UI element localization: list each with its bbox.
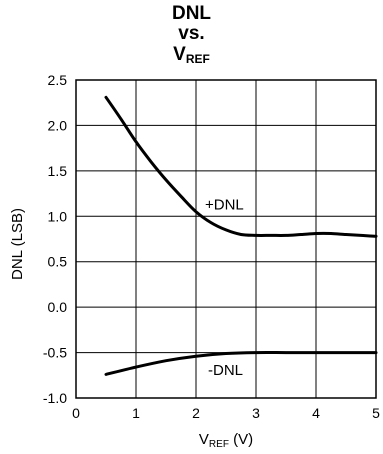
x-tick-labels: 0 1 2 3 4 5 bbox=[72, 405, 380, 421]
y-tick-label: 0.0 bbox=[48, 299, 68, 315]
plus-dnl-label: +DNL bbox=[205, 196, 244, 213]
x-tick-label: 4 bbox=[312, 405, 320, 421]
x-axis-label: VREF (V) bbox=[199, 431, 253, 450]
x-tick-label: 0 bbox=[72, 405, 80, 421]
chart-title: DNL vs. VREF bbox=[0, 4, 383, 76]
series-annotations: +DNL -DNL bbox=[205, 196, 244, 378]
title-line-2: vs. bbox=[178, 23, 205, 44]
y-tick-label: 1.0 bbox=[48, 208, 68, 224]
y-tick-label: 1.5 bbox=[48, 163, 68, 179]
plus-dnl-curve bbox=[104, 95, 378, 238]
minus-dnl-label: -DNL bbox=[208, 362, 243, 379]
y-tick-label: -0.5 bbox=[43, 345, 67, 361]
title-line-3-sub: REF bbox=[185, 52, 210, 66]
title-line-3-main: V bbox=[173, 44, 186, 65]
y-tick-label: 2.0 bbox=[48, 117, 68, 133]
x-axis-label-sub: REF bbox=[209, 439, 229, 450]
series-lines bbox=[104, 95, 378, 376]
y-tick-label: 0.5 bbox=[48, 254, 68, 270]
minus-dnl-curve bbox=[104, 351, 378, 376]
x-tick-label: 2 bbox=[192, 405, 200, 421]
x-tick-label: 5 bbox=[372, 405, 380, 421]
plot-frame bbox=[75, 79, 377, 399]
y-tick-label: -1.0 bbox=[43, 390, 67, 406]
grid-lines bbox=[75, 79, 377, 399]
y-tick-labels: -1.0 -0.5 0.0 0.5 1.0 1.5 2.0 2.5 bbox=[43, 72, 67, 406]
x-axis-label-main: V bbox=[199, 431, 209, 448]
y-tick-label: 2.5 bbox=[48, 72, 68, 88]
title-line-1: DNL bbox=[171, 3, 212, 24]
x-tick-label: 3 bbox=[252, 405, 260, 421]
x-axis-label-suffix: (V) bbox=[229, 431, 253, 448]
x-tick-label: 1 bbox=[132, 405, 140, 421]
title-line-3: VREF bbox=[0, 44, 383, 66]
y-axis-label: DNL (LSB) bbox=[9, 208, 26, 280]
